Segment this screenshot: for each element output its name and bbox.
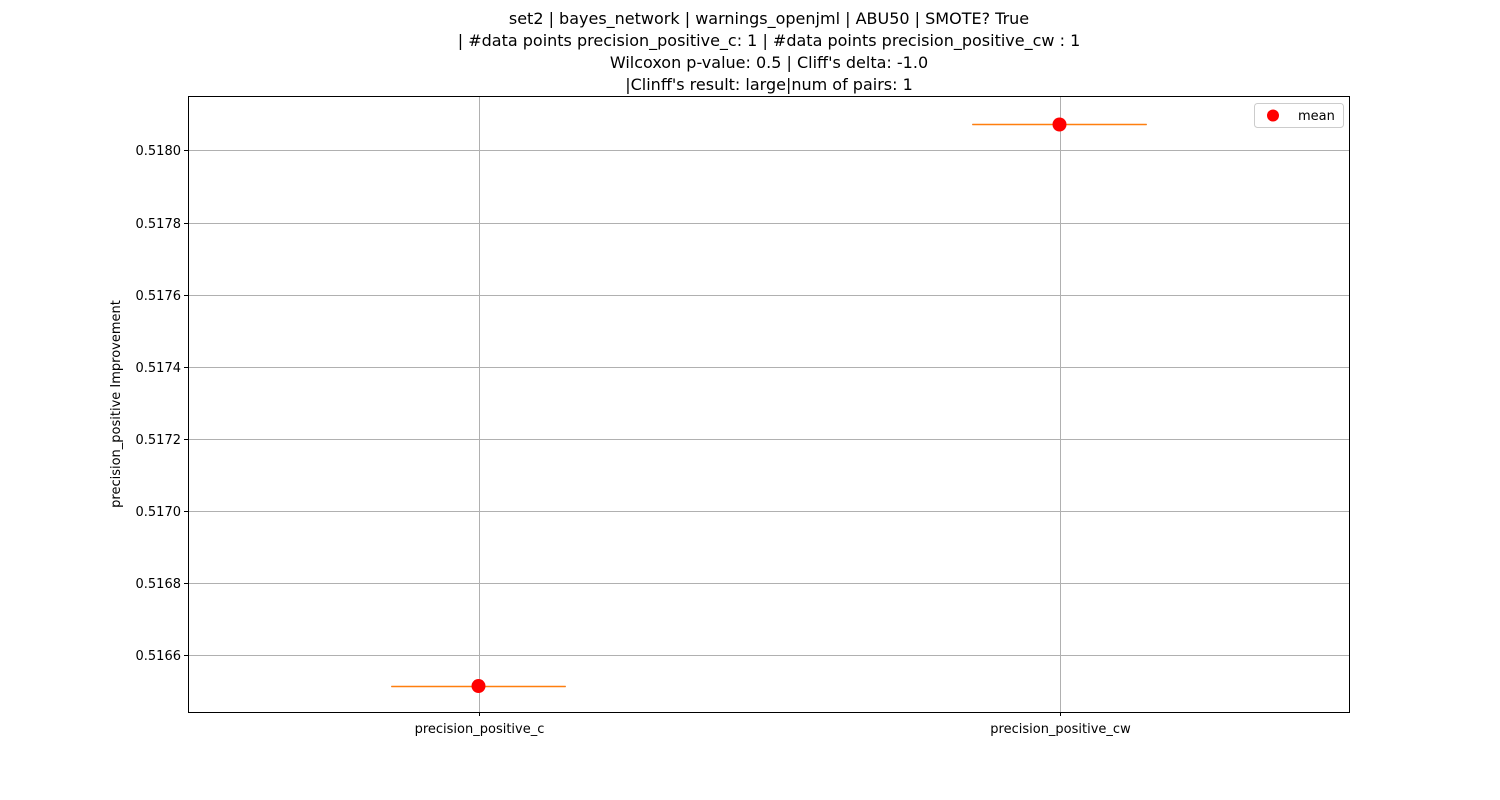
- y-tick-label: 0.5166: [136, 649, 182, 664]
- y-tick-label: 0.5174: [136, 361, 182, 376]
- plot-marks: [391, 117, 1147, 694]
- y-tick-label: 0.5170: [136, 505, 182, 520]
- title-line-1: set2 | bayes_network | warnings_openjml …: [508, 9, 1030, 28]
- legend-mean-marker: [1267, 109, 1279, 122]
- title-line-4: |Clinff's result: large|num of pairs: 1: [625, 75, 913, 94]
- grid-lines: [188, 96, 1350, 712]
- mean-point-precision_positive_c: [471, 679, 486, 694]
- y-tick-label: 0.5178: [136, 217, 182, 232]
- chart-title: set2 | bayes_network | warnings_openjml …: [188, 8, 1350, 96]
- title-line-3: Wilcoxon p-value: 0.5 | Cliff's delta: -…: [609, 53, 929, 72]
- plot-frame: [188, 96, 1350, 713]
- y-tick-label: 0.5168: [136, 577, 182, 592]
- legend-mean-label: mean: [1298, 109, 1335, 124]
- axes: 0.5166 0.5168 0.5170 0.5172 0.5174 0.5176 0.51…: [136, 144, 1132, 737]
- y-tick-label: 0.5180: [136, 144, 182, 159]
- title-line-2: | #data points precision_positive_c: 1 |…: [457, 31, 1081, 50]
- mean-point-precision_positive_cw: [1052, 117, 1067, 132]
- x-tick-label: precision_positive_c: [415, 722, 545, 737]
- y-axis-label: precision_positive Improvement: [109, 300, 124, 508]
- legend-box: [1254, 103, 1344, 128]
- y-tick-label: 0.5172: [136, 433, 182, 448]
- legend: mean: [1254, 103, 1344, 128]
- x-tick-label: precision_positive_cw: [990, 722, 1131, 737]
- y-tick-label: 0.5176: [136, 289, 182, 304]
